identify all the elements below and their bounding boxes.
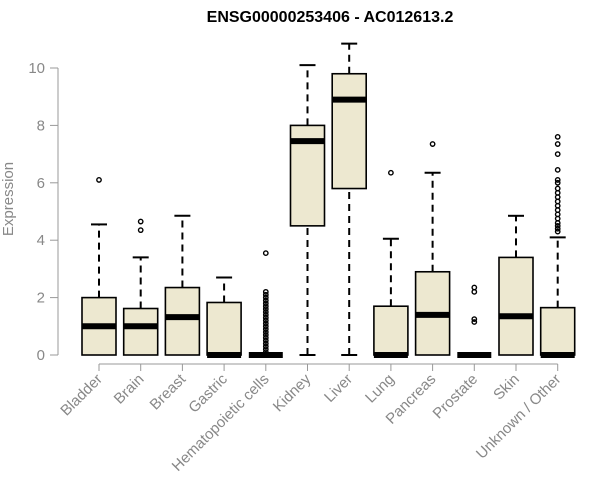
outlier-point: [262, 291, 269, 298]
outlier-point: [137, 218, 144, 225]
outlier-point: [262, 343, 269, 350]
box-iqr: [373, 305, 409, 356]
outlier-point: [471, 316, 478, 323]
outlier-point: [554, 141, 561, 147]
outlier-point: [262, 323, 269, 330]
outlier-point: [262, 326, 269, 333]
outlier-point: [137, 227, 144, 234]
y-axis-label: Expression: [0, 162, 17, 236]
outlier-point: [554, 133, 561, 140]
x-tick-label: Liver: [321, 371, 356, 406]
outlier-point: [471, 284, 478, 291]
box-pancreas: [414, 141, 451, 356]
y-tick-label: 10: [28, 60, 45, 77]
x-tick-label: Bladder: [57, 371, 106, 420]
x-tick-label: Kidney: [270, 370, 315, 415]
box-iqr: [498, 256, 534, 356]
y-tick-label: 8: [37, 117, 45, 134]
box-gastric: [206, 276, 242, 358]
y-tick-label: 6: [37, 175, 45, 192]
box-iqr: [122, 307, 159, 356]
box-iqr: [164, 286, 201, 356]
box-prostate: [457, 284, 492, 358]
x-tick-label: Prostate: [430, 371, 482, 423]
y-tick-label: 4: [37, 232, 45, 249]
chart-title: ENSG00000253406 - AC012613.2: [207, 9, 454, 26]
outlier-point: [262, 303, 269, 310]
outlier-point: [262, 349, 269, 356]
outlier-point: [554, 179, 561, 186]
box-iqr: [206, 301, 242, 356]
x-tick-label: Breast: [147, 370, 190, 413]
y-tick-label: 2: [37, 290, 45, 307]
outlier-point: [554, 225, 561, 232]
outlier-point: [262, 346, 269, 353]
box-breast: [164, 214, 201, 356]
outlier-point: [554, 166, 561, 173]
outlier-point: [554, 185, 561, 192]
outlier-point: [262, 317, 269, 324]
outlier-point: [262, 294, 269, 301]
y-tick-label: 0: [37, 347, 45, 364]
box-iqr: [331, 72, 368, 190]
outlier-point: [387, 169, 394, 176]
outlier-point: [554, 177, 561, 183]
outlier-point: [429, 141, 436, 147]
outlier-point: [471, 319, 478, 325]
box-iqr: [539, 306, 576, 356]
outlier-point: [262, 309, 269, 315]
outlier-point: [262, 337, 269, 344]
outlier-point: [262, 288, 269, 295]
outlier-point: [554, 151, 561, 158]
outlier-point: [96, 177, 102, 183]
box-unknown-other: [539, 133, 576, 358]
box-brain: [122, 218, 159, 356]
outlier-point: [262, 314, 269, 321]
outlier-point: [262, 306, 269, 312]
box-hematopoietic-cells: [248, 250, 283, 358]
box-bladder: [81, 177, 117, 356]
outlier-point: [554, 228, 561, 235]
boxes-group: [81, 42, 576, 358]
box-liver: [331, 42, 368, 356]
outlier-point: [262, 320, 269, 327]
x-tick-label: Brain: [111, 371, 148, 408]
box-kidney: [289, 64, 326, 356]
box-lung: [373, 169, 409, 358]
outlier-point: [262, 250, 269, 257]
y-axis: 0 2 4 6 8 10: [28, 60, 59, 364]
outlier-point: [262, 297, 269, 304]
outlier-point: [262, 332, 269, 338]
outlier-point: [262, 300, 269, 307]
box-skin: [498, 214, 534, 356]
x-tick-label: Lung: [362, 371, 398, 407]
outlier-point: [262, 340, 269, 347]
outlier-point: [262, 329, 269, 335]
outlier-point: [554, 222, 561, 229]
outlier-point: [262, 311, 269, 318]
outlier-point: [262, 334, 269, 341]
x-tick-label: Skin: [490, 371, 523, 404]
